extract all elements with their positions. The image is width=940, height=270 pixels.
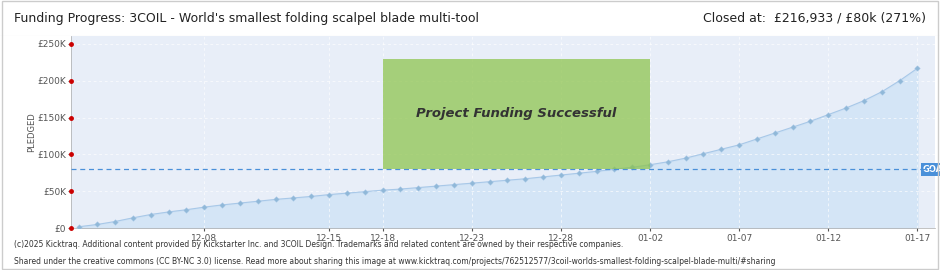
Point xyxy=(250,199,265,203)
Point xyxy=(71,225,86,229)
Point xyxy=(357,190,372,194)
Point xyxy=(375,188,390,192)
Point xyxy=(214,203,229,207)
Point xyxy=(642,163,657,167)
Point xyxy=(856,99,871,103)
Point xyxy=(910,66,925,70)
Point xyxy=(554,173,569,177)
Point xyxy=(874,90,889,94)
Text: (c)2025 Kicktraq. Additional content provided by Kickstarter Inc. and 3COIL Desi: (c)2025 Kicktraq. Additional content pro… xyxy=(14,240,623,249)
Text: GOAL: GOAL xyxy=(923,165,940,174)
Text: Funding Progress: 3COIL - World's smallest folding scalpel blade multi-tool: Funding Progress: 3COIL - World's smalle… xyxy=(14,12,479,25)
Point xyxy=(268,197,283,201)
Point xyxy=(678,156,693,160)
Point xyxy=(589,169,604,174)
Text: Project Funding Successful: Project Funding Successful xyxy=(416,107,617,120)
Point xyxy=(411,185,426,190)
Point xyxy=(838,106,854,110)
Point xyxy=(536,175,551,179)
Point xyxy=(286,196,301,200)
Point xyxy=(339,191,354,195)
Point xyxy=(749,137,764,141)
Point xyxy=(803,119,818,123)
Point xyxy=(89,222,104,227)
Bar xyxy=(383,59,650,169)
Point xyxy=(179,208,194,212)
Point xyxy=(464,181,479,185)
Point xyxy=(429,184,444,188)
Point xyxy=(713,147,728,151)
Point xyxy=(125,216,140,220)
Point xyxy=(446,183,462,187)
Point xyxy=(107,219,122,224)
Point xyxy=(500,178,515,183)
Text: Shared under the creative commons (CC BY-NC 3.0) license. Read more about sharin: Shared under the creative commons (CC BY… xyxy=(14,258,776,266)
Point xyxy=(660,160,675,164)
Point xyxy=(892,79,907,83)
Point xyxy=(232,201,247,205)
Point xyxy=(607,167,622,171)
Point xyxy=(696,151,711,156)
Point xyxy=(767,131,782,135)
Point xyxy=(785,125,800,129)
Point xyxy=(196,205,212,209)
Point xyxy=(161,210,176,214)
Text: Closed at:  £216,933 / £80k (271%): Closed at: £216,933 / £80k (271%) xyxy=(703,12,926,25)
Point xyxy=(304,194,319,199)
Point xyxy=(821,112,836,117)
Point xyxy=(518,177,533,181)
Point xyxy=(393,187,408,191)
Point xyxy=(731,143,746,147)
Point xyxy=(625,165,640,170)
Point xyxy=(482,180,497,184)
Point xyxy=(572,171,587,176)
Point xyxy=(321,193,337,197)
Point xyxy=(143,212,158,217)
Y-axis label: PLEDGED: PLEDGED xyxy=(27,112,36,152)
